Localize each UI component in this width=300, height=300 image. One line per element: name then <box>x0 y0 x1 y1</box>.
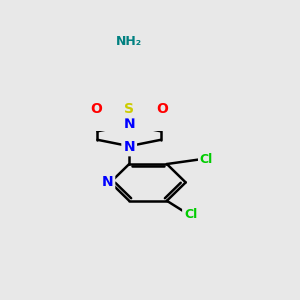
Text: O: O <box>91 102 102 116</box>
Text: N: N <box>123 140 135 154</box>
Text: N: N <box>123 117 135 131</box>
Text: O: O <box>156 102 168 116</box>
Text: NH₂: NH₂ <box>116 35 142 48</box>
Text: S: S <box>124 102 134 116</box>
Text: N: N <box>102 176 113 189</box>
Text: Cl: Cl <box>184 208 197 221</box>
Text: Cl: Cl <box>200 153 213 166</box>
